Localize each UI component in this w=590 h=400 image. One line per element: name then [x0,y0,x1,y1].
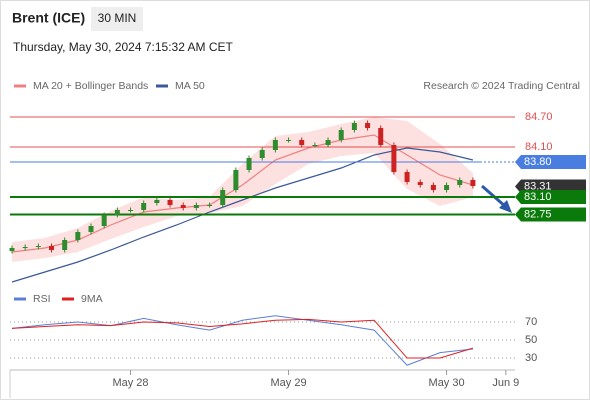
legend-label: RSI [33,293,51,305]
level-label: 84.70 [525,111,553,123]
x-tick-label: May 28 [112,377,148,389]
timeframe-box [91,7,143,31]
timestamp: Thursday, May 30, 2024 7:15:32 AM CET [13,40,234,54]
candle-body [444,185,450,190]
x-tick-label: May 29 [271,377,307,389]
level-label-box [515,190,586,204]
candle-body [101,215,107,226]
level-label: 82.75 [524,208,552,220]
y-tick-label: 50 [525,334,537,346]
candle-body [312,145,318,146]
x-tick-label: Jun 9 [492,377,519,389]
credit: Research © 2024 Trading Central [423,80,580,92]
legend-label: MA 50 [175,80,205,92]
candle-body [378,128,384,145]
candle-body [325,140,331,145]
y-tick-label: 30 [525,352,537,364]
candle-body [246,158,252,170]
candle-body [128,210,134,211]
candle-body [286,140,292,141]
candle-body [207,205,213,206]
candle-body [299,140,305,145]
level-label: 84.10 [525,141,553,153]
candle-body [75,232,81,240]
forecast-arrowhead [499,200,512,213]
candle-body [114,210,120,215]
candle-body [272,140,278,150]
candle-body [141,203,147,210]
rsi-line [11,315,473,366]
candle-body [430,185,436,190]
level-label-box [515,207,586,222]
candle-body [88,226,94,232]
candle-body [391,145,397,172]
timeframe: 30 MIN [98,11,137,25]
rsi-line [11,318,474,359]
legend-label: 9MA [81,293,103,305]
bollinger-band [12,117,473,262]
candle-body [457,180,463,185]
candle-body [470,180,476,186]
candle-body [365,123,371,128]
level-label: 83.10 [524,191,552,203]
candle-body [417,182,423,185]
candle-body [167,200,173,205]
candle-body [9,248,15,251]
candle-body [154,200,160,203]
candle-body [338,130,344,140]
candle-body [49,246,55,250]
candle-body [220,190,226,205]
x-tick-label: May 30 [429,377,465,389]
candle-body [22,247,28,248]
candle-body [404,172,410,182]
candle-body [259,150,265,158]
title: Brent (ICE) [12,10,85,26]
level-label: 83.31 [524,180,552,192]
candle-body [233,170,239,190]
candle-body [193,205,199,208]
candle-body [351,123,357,130]
y-tick-label: 70 [525,316,537,328]
candle-body [62,240,68,250]
level-label: 83.80 [524,156,552,168]
candle-body [180,205,186,208]
candle-body [35,246,41,247]
legend-label: MA 20 + Bollinger Bands [33,80,148,92]
level-label-box [515,155,586,169]
